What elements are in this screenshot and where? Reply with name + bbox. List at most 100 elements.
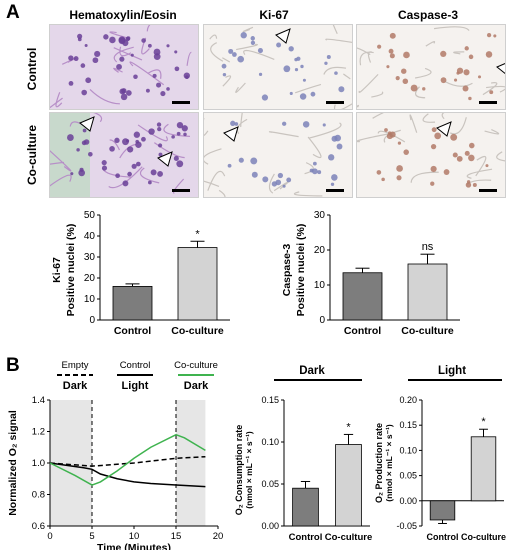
cell-nucleus <box>283 65 291 73</box>
cell-nucleus <box>486 32 492 38</box>
cell-nucleus <box>160 90 166 97</box>
tissue-fibre <box>218 189 226 197</box>
y-tick-label: 0.00 <box>261 521 279 531</box>
phase-label: Light <box>122 380 149 392</box>
tissue-fibre <box>268 173 275 194</box>
cell-nucleus <box>403 51 410 59</box>
tissue-fibre <box>210 42 224 62</box>
cell-nucleus <box>410 84 418 92</box>
y-axis-unit: (nmol × mL⁻¹ × s⁻¹) <box>384 424 394 502</box>
cell-nucleus <box>174 50 178 54</box>
cell-nucleus <box>176 121 184 129</box>
significance-label: * <box>195 228 200 240</box>
tissue-fibre <box>55 92 63 108</box>
tissue-fibre <box>113 67 123 73</box>
x-tick-label: 20 <box>213 531 224 542</box>
scale-bar <box>479 101 497 104</box>
cell-nucleus <box>330 182 335 186</box>
tissue-fibre <box>113 46 134 63</box>
bar-control <box>292 487 319 527</box>
y-tick-label: 0.10 <box>399 445 417 455</box>
tissue-fibre <box>294 83 322 94</box>
tissue-fibre <box>50 174 72 187</box>
cell-nucleus <box>456 155 463 162</box>
cell-nucleus <box>114 137 120 144</box>
cell-nucleus <box>81 89 88 96</box>
cell-nucleus <box>389 131 396 138</box>
y-tick-label: 30 <box>314 210 326 221</box>
cell-nucleus <box>228 48 234 54</box>
cell-nucleus <box>334 71 338 75</box>
cell-nucleus <box>88 151 93 157</box>
tissue-fibre <box>357 104 359 108</box>
tissue-fibre <box>89 88 120 105</box>
cell-nucleus <box>377 44 382 49</box>
cell-nucleus <box>466 180 471 184</box>
cell-nucleus <box>397 141 402 145</box>
tissue-fibre <box>204 148 222 165</box>
cell-nucleus <box>230 120 236 126</box>
scale-bar <box>479 189 497 192</box>
cell-nucleus <box>119 88 126 95</box>
category-label: Co-culture <box>171 325 224 337</box>
phase-label: Dark <box>184 380 209 392</box>
bar-co-culture <box>407 263 448 321</box>
tissue-fibre <box>333 103 352 109</box>
cell-nucleus <box>166 44 170 48</box>
cell-nucleus <box>289 91 293 96</box>
tissue-fibre <box>50 97 63 109</box>
caspase3-bar-chart: 0 10 20 30 Control ns Co-culture Caspase-3 Posit… <box>281 210 460 337</box>
category-label: Co-culture <box>401 325 454 337</box>
cell-nucleus <box>70 172 74 176</box>
category-label: Co-culture <box>461 532 506 542</box>
y-axis-label: Positive nuclei (%) <box>65 224 77 317</box>
arrowhead-marker <box>157 151 173 167</box>
cell-nucleus <box>131 163 137 169</box>
cell-nucleus <box>310 91 316 97</box>
cell-nucleus <box>68 80 74 86</box>
micrograph-casp-control <box>356 24 506 110</box>
tissue-fibre <box>414 86 426 99</box>
cell-nucleus <box>250 40 256 45</box>
cell-nucleus <box>402 78 409 85</box>
bar-co-culture <box>177 247 218 321</box>
y-tick-label: 0.05 <box>261 479 279 489</box>
cell-nucleus <box>302 78 306 82</box>
tissue-fibre <box>484 129 500 135</box>
cell-nucleus <box>141 136 146 142</box>
cell-nucleus <box>133 131 141 138</box>
cell-nucleus <box>94 50 101 58</box>
cell-nucleus <box>234 122 239 126</box>
legend-label: Co-culture <box>174 360 218 371</box>
cell-nucleus <box>77 33 83 39</box>
cell-nucleus <box>477 75 482 79</box>
cell-nucleus <box>294 67 299 72</box>
cell-nucleus <box>468 154 475 162</box>
tissue-fibre <box>137 124 168 142</box>
cell-nucleus <box>431 127 437 133</box>
cell-nucleus <box>389 32 396 39</box>
cell-nucleus <box>322 123 326 127</box>
cell-nucleus <box>115 173 120 179</box>
cell-nucleus <box>145 88 150 93</box>
cell-nucleus <box>388 48 394 54</box>
cell-nucleus <box>221 63 227 69</box>
y-tick-label: 1.4 <box>32 395 45 406</box>
y-tick-label: 0.20 <box>399 395 417 405</box>
cell-nucleus <box>271 181 278 187</box>
legend-label: Control <box>120 360 151 371</box>
bar-control <box>429 500 456 521</box>
cell-nucleus <box>288 46 294 52</box>
cell-nucleus <box>401 68 407 74</box>
cell-nucleus <box>454 78 458 82</box>
o2-production-bar-chart: Light -0.05 0.00 0.05 0.10 0.15 0.20 Control * Co… <box>374 365 506 542</box>
cell-nucleus <box>80 63 86 68</box>
y-tick-label: 0.6 <box>32 521 45 532</box>
cell-nucleus <box>276 42 282 48</box>
cell-nucleus <box>489 90 494 95</box>
cell-nucleus <box>135 161 141 167</box>
cell-nucleus <box>331 174 338 181</box>
cell-nucleus <box>101 165 108 171</box>
tissue-fibre <box>367 51 373 63</box>
tissue-fibre <box>236 43 258 51</box>
